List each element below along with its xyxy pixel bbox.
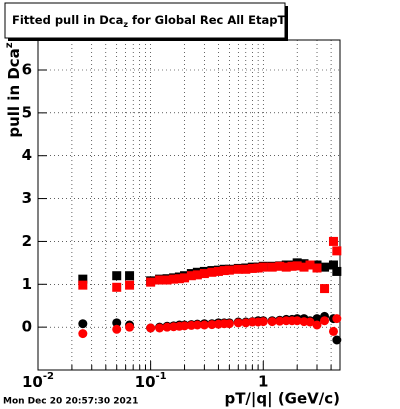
y-tick-label: 0 xyxy=(22,318,32,336)
marker xyxy=(155,323,165,333)
marker xyxy=(213,266,223,276)
marker xyxy=(275,261,285,271)
marker xyxy=(169,274,179,284)
plot-frame xyxy=(37,39,341,371)
marker xyxy=(174,274,184,284)
marker xyxy=(112,318,122,328)
marker xyxy=(332,266,342,276)
y-tick-label: 5 xyxy=(22,103,32,121)
marker xyxy=(312,263,322,273)
x-tick-label: 10-2 xyxy=(22,371,54,391)
marker xyxy=(199,320,209,330)
x-tick-exponent: -2 xyxy=(43,371,54,382)
y-tick-label: 2 xyxy=(22,232,32,250)
marker xyxy=(267,317,277,327)
marker xyxy=(292,261,302,271)
marker xyxy=(233,318,243,328)
marker xyxy=(207,320,217,330)
x-tick-label: 1 xyxy=(258,373,268,391)
marker xyxy=(207,267,217,277)
marker xyxy=(125,280,135,290)
marker xyxy=(267,262,277,272)
marker xyxy=(292,316,302,326)
marker xyxy=(146,323,156,333)
x-tick-base: 10 xyxy=(135,373,156,391)
marker xyxy=(78,274,88,284)
x-tick-label: 10-1 xyxy=(135,371,167,391)
marker xyxy=(192,320,202,330)
marker xyxy=(328,260,338,270)
marker xyxy=(328,326,338,336)
marker xyxy=(199,269,209,279)
marker xyxy=(312,320,322,330)
chart-title: Fitted pull in Dcaz for Global Rec All E… xyxy=(12,13,285,29)
marker xyxy=(241,264,251,274)
title-rest: for Global Rec All EtapT xyxy=(128,13,285,27)
marker xyxy=(155,275,165,285)
x-axis-label: pT/|q| (GeV/c) xyxy=(224,390,340,409)
y-label-text: pull in Dca xyxy=(5,48,23,137)
marker xyxy=(253,263,263,273)
marker xyxy=(247,263,257,273)
marker xyxy=(320,262,330,272)
marker xyxy=(241,318,251,328)
marker xyxy=(299,262,309,272)
timestamp: Mon Dec 20 20:57:30 2021 xyxy=(3,397,138,407)
x-tick-base: 10 xyxy=(22,373,43,391)
y-tick-label: 6 xyxy=(22,61,32,79)
y-label-sub: z xyxy=(4,42,15,48)
marker xyxy=(224,319,234,329)
marker xyxy=(320,316,330,326)
marker xyxy=(258,317,268,327)
y-tick-label: 4 xyxy=(22,146,32,164)
marker xyxy=(287,261,297,271)
marker xyxy=(219,266,229,276)
marker xyxy=(162,322,172,332)
marker xyxy=(78,280,88,290)
y-tick-label: 3 xyxy=(22,189,32,207)
marker xyxy=(332,246,342,256)
title-text: Fitted pull in Dca xyxy=(12,13,123,27)
title-sub: z xyxy=(123,20,128,29)
marker xyxy=(332,314,342,324)
marker xyxy=(281,262,291,272)
marker xyxy=(305,317,315,327)
marker xyxy=(180,273,190,283)
marker xyxy=(78,329,88,339)
x-tick-exponent: -1 xyxy=(156,371,167,382)
marker xyxy=(275,316,285,326)
marker xyxy=(328,236,338,246)
y-axis-label: pull in Dcaz xyxy=(4,42,23,137)
marker xyxy=(305,260,315,270)
marker xyxy=(312,314,322,324)
marker xyxy=(192,270,202,280)
marker xyxy=(78,319,88,329)
marker xyxy=(112,282,122,292)
y-tick-label: 1 xyxy=(22,275,32,293)
marker xyxy=(180,321,190,331)
marker xyxy=(320,284,330,294)
marker xyxy=(162,275,172,285)
marker xyxy=(112,324,122,334)
marker xyxy=(125,271,135,281)
title-box xyxy=(4,2,286,39)
marker xyxy=(125,322,135,332)
marker xyxy=(186,271,196,281)
marker xyxy=(112,271,122,281)
marker xyxy=(224,265,234,275)
marker xyxy=(146,277,156,287)
marker xyxy=(332,335,342,345)
marker xyxy=(258,262,268,272)
marker xyxy=(233,264,243,274)
